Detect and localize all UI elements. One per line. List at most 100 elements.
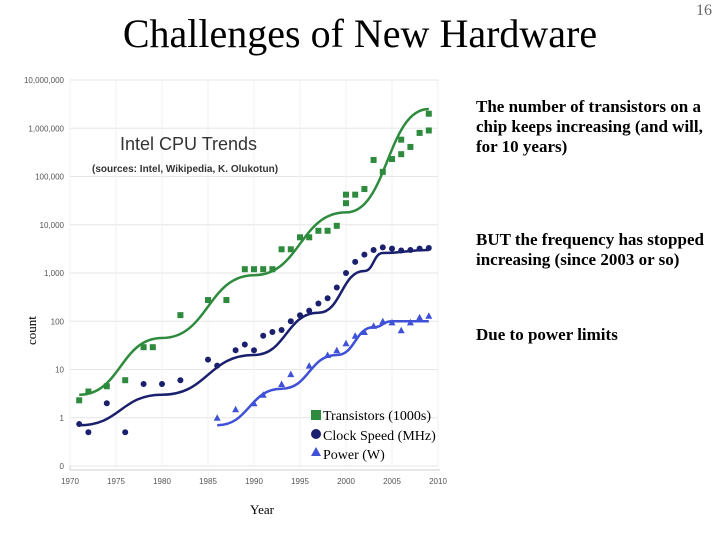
clock-speed-point [287,318,294,325]
x-tick-label: 1995 [291,477,309,486]
clock-speed-point [324,295,331,302]
clock-speed-point [333,284,340,291]
y-tick-label: 10,000,000 [24,76,65,85]
x-tick-label: 1985 [199,477,217,486]
clock-speed-point [205,356,211,363]
y-tick-label: 10 [55,366,64,375]
y-tick-label: 1,000 [44,269,65,278]
power-point [232,405,240,413]
transistor-point [324,227,331,234]
power-point [370,322,378,329]
clock-speed-point [416,245,423,252]
transistor-point [416,129,423,136]
clock-speed-point [251,347,257,354]
transistor-point [85,388,92,395]
trend-line-transistors [79,107,429,396]
power-point [259,391,267,398]
transistor-point [76,397,83,404]
clock-speed-point [370,246,377,253]
clock-speed-point [85,429,92,436]
note-frequency: BUT the frequency has stopped increasing… [476,230,704,269]
clock-speed-point [425,244,432,251]
chart-subtitle: (sources: Intel, Wikipedia, K. Olukotun) [92,164,278,175]
slide-title: Challenges of New Hardware [122,11,598,56]
transistor-point [251,266,257,273]
transistor-point [379,168,386,175]
transistor-point [241,266,248,273]
transistor-point [398,136,405,143]
transistor-point [425,110,432,117]
transistor-point [287,246,294,253]
power-point [360,328,368,335]
x-tick-label: 2000 [337,477,355,486]
x-axis-title: Year [250,502,275,517]
y-tick-label: 100 [51,317,65,326]
transistor-point [278,246,285,253]
clock-speed-point [269,328,276,335]
transistor-point [333,222,340,229]
power-point [379,317,387,325]
power-point [416,313,424,321]
power-point [213,414,221,421]
transistor-point [370,156,377,163]
transistor-point [269,266,276,273]
power-point [250,399,258,407]
clock-speed-point [306,307,313,314]
legend-label-power: Power (W) [323,448,385,463]
transistor-point [343,200,349,207]
clock-speed-point [214,362,221,369]
legend-swatch-transistors [311,410,321,420]
clock-speed-point [352,258,359,265]
x-tick-labels: 1970 1975 1980 1985 1990 1995 2000 2005 2010 [61,477,447,486]
clock-speed-point [122,429,129,436]
clock-speed-point [407,246,414,253]
clock-speed-point [315,300,322,307]
x-tick-label: 1980 [153,477,171,486]
x-tick-label: 1975 [107,477,125,486]
transistor-point [149,344,156,351]
transistor-point [343,191,349,198]
y-tick-label: 100,000 [35,173,64,182]
y-tick-label: 0 [60,462,65,471]
plot-area [62,72,452,490]
clock-speed-point [260,332,267,339]
power-point [351,332,359,339]
chart-title: Intel CPU Trends [120,134,257,154]
transistor-point [425,127,432,134]
legend-label-clock: Clock Speed (MHz) [323,429,436,444]
clock-speed-point [232,347,239,354]
clock-speed-point [343,270,349,276]
legend-swatch-clock [311,429,321,439]
clock-speed-point [389,245,395,252]
data-marks [76,110,433,436]
note-power: Due to power limits [476,325,618,344]
transistor-point [389,156,395,163]
power-point [305,362,313,369]
y-tick-label: 10,000 [40,221,65,230]
legend: Transistors (1000s) Clock Speed (MHz) Po… [311,409,436,463]
clock-speed-point [159,381,165,388]
clock-speed-point [140,381,147,388]
clock-speed-point [103,400,110,407]
x-tick-label: 1970 [61,477,79,486]
power-point [287,370,295,378]
power-point [406,318,414,326]
note-transistors: The number of transistors on a chip keep… [476,97,703,156]
transistor-point [398,151,405,158]
power-point [333,346,341,354]
clock-speed-point [297,312,303,319]
transistor-point [205,297,211,304]
transistor-point [223,297,230,304]
power-point [397,326,405,334]
clock-speed-point [379,244,386,251]
transistor-point [122,377,129,384]
x-tick-label: 2010 [429,477,447,486]
clock-speed-point [361,251,368,258]
clock-speed-point [177,377,184,384]
transistor-point [103,383,110,390]
transistor-point [352,191,359,198]
y-tick-label: 1,000,000 [28,124,64,133]
slide-number: 16 [696,2,712,19]
transistor-point [361,186,368,193]
